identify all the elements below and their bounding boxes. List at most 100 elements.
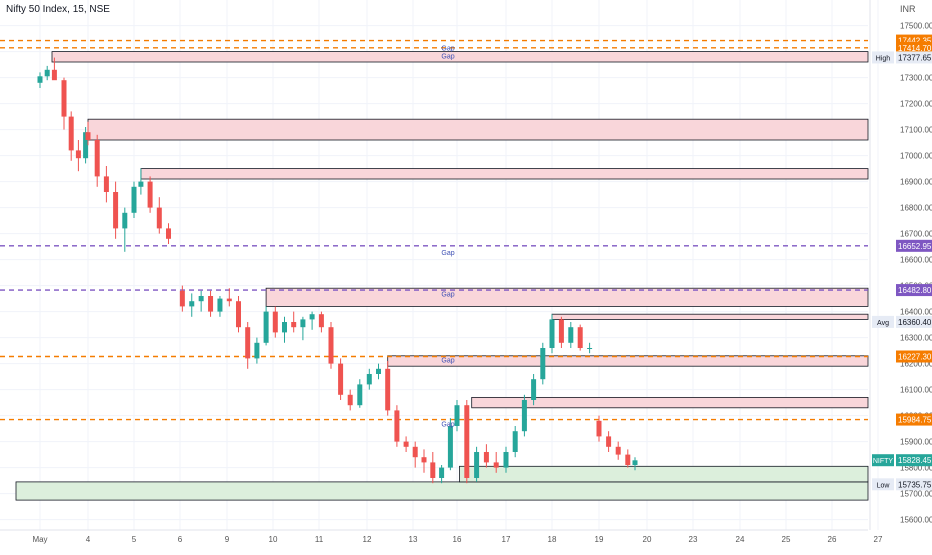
candle-body <box>347 394 353 406</box>
price-tick-label: 16200.00 <box>900 360 932 369</box>
candle-body <box>385 368 391 411</box>
price-label-box <box>896 51 932 64</box>
supply-zone <box>51 51 869 63</box>
candle-body <box>328 327 334 364</box>
gap-label: Gap <box>441 250 454 257</box>
candle-body <box>83 132 89 159</box>
gap-label: Gap <box>441 46 454 53</box>
time-tick-label: 25 <box>782 535 791 544</box>
time-tick-label: 11 <box>315 535 324 544</box>
time-tick-label: 9 <box>225 535 230 544</box>
candle-body <box>549 319 555 348</box>
candle-body <box>236 301 241 328</box>
candle-body <box>198 296 204 302</box>
price-label-text: 16360.40 <box>898 318 932 327</box>
candle-body <box>189 301 195 307</box>
candle-body <box>403 441 409 447</box>
candle-body <box>587 348 593 349</box>
candle-body <box>357 384 363 406</box>
price-tick-label: 16900.00 <box>900 178 932 187</box>
price-tick-label: 15700.00 <box>900 490 932 499</box>
candle-body <box>464 405 470 478</box>
price-tag-box <box>872 315 894 328</box>
candles-layer <box>37 57 638 484</box>
candle-body <box>272 311 278 333</box>
candle-body <box>254 342 260 359</box>
price-label-text: 16227.30 <box>898 353 932 362</box>
time-tick-label: 16 <box>453 535 462 544</box>
time-tick-label: 13 <box>409 535 418 544</box>
candle-body <box>217 298 223 312</box>
time-tick-label: 12 <box>363 535 372 544</box>
supply-zone <box>265 287 869 307</box>
time-tick-label: 5 <box>132 535 137 544</box>
time-tick-label: May <box>32 535 47 544</box>
price-label-text: 17442.35 <box>898 37 932 46</box>
price-label-text: 15735.75 <box>898 480 932 489</box>
candle-body <box>131 186 137 213</box>
candle-body <box>596 420 602 437</box>
candle-body <box>68 116 74 151</box>
price-axis[interactable]: 17500.0017400.0017300.0017200.0017100.00… <box>869 0 932 530</box>
price-tick-label: 16100.00 <box>900 386 932 395</box>
price-label-box <box>896 41 932 54</box>
price-tick-label: 17300.00 <box>900 74 932 83</box>
candle-body <box>625 454 631 465</box>
price-label-text: 16482.80 <box>898 286 932 295</box>
price-tag-box <box>872 51 894 64</box>
candle-body <box>51 69 57 81</box>
price-tick-label: 15800.00 <box>900 464 932 473</box>
candle-body <box>37 76 43 83</box>
time-tick-label: 20 <box>643 535 652 544</box>
symbol-title: Nifty 50 Index, 15, NSE <box>6 4 110 15</box>
candle-body <box>531 379 537 400</box>
time-axis[interactable]: May 4 5 6 9 10 11 12 13 16 17 18 19 20 23 24 25 26 27 <box>0 529 883 544</box>
price-label-box <box>896 284 932 297</box>
price-tick-label: 15600.00 <box>900 516 932 525</box>
price-label-box <box>896 315 932 328</box>
price-tick-label: 17200.00 <box>900 100 932 109</box>
time-tick-label: 6 <box>178 535 183 544</box>
candle-body <box>226 298 232 302</box>
candle-body <box>366 374 372 385</box>
gap-label: Gap <box>441 291 454 298</box>
price-label-box <box>896 413 932 426</box>
time-tick-label: 18 <box>548 535 557 544</box>
gap-label: Gap <box>441 358 454 365</box>
candle-body <box>430 462 436 478</box>
price-tag-text: Avg <box>877 320 889 327</box>
candle-body <box>113 192 119 229</box>
gap-label: Gap <box>441 54 454 61</box>
time-tick-label: 24 <box>736 535 745 544</box>
time-tick-label: 10 <box>269 535 278 544</box>
price-tag-box <box>872 454 894 467</box>
supply-zone <box>140 168 869 180</box>
candle-body <box>208 296 214 312</box>
candle-body <box>103 176 109 192</box>
candle-body <box>291 322 297 328</box>
demand-zone <box>459 465 869 483</box>
candle-body <box>85 132 91 140</box>
dashed-levels-layer <box>0 39 868 421</box>
time-tick-label: 17 <box>502 535 511 544</box>
price-label-box <box>896 454 932 467</box>
candle-body <box>75 150 81 159</box>
candle-body <box>282 322 287 333</box>
candle-body <box>412 446 418 458</box>
candle-body <box>147 181 153 208</box>
candle-body <box>179 290 185 307</box>
time-tick-label: 27 <box>874 535 883 544</box>
price-label-text: 15984.75 <box>898 416 932 425</box>
candle-body <box>439 467 445 478</box>
candle-body <box>615 446 621 455</box>
supply-zone <box>471 396 869 409</box>
time-tick-label: 26 <box>828 535 837 544</box>
price-label-text: 16652.95 <box>898 242 932 251</box>
candle-body <box>94 140 100 177</box>
candle-body <box>512 431 518 452</box>
candle-body <box>577 327 583 348</box>
supply-zone <box>551 313 869 320</box>
